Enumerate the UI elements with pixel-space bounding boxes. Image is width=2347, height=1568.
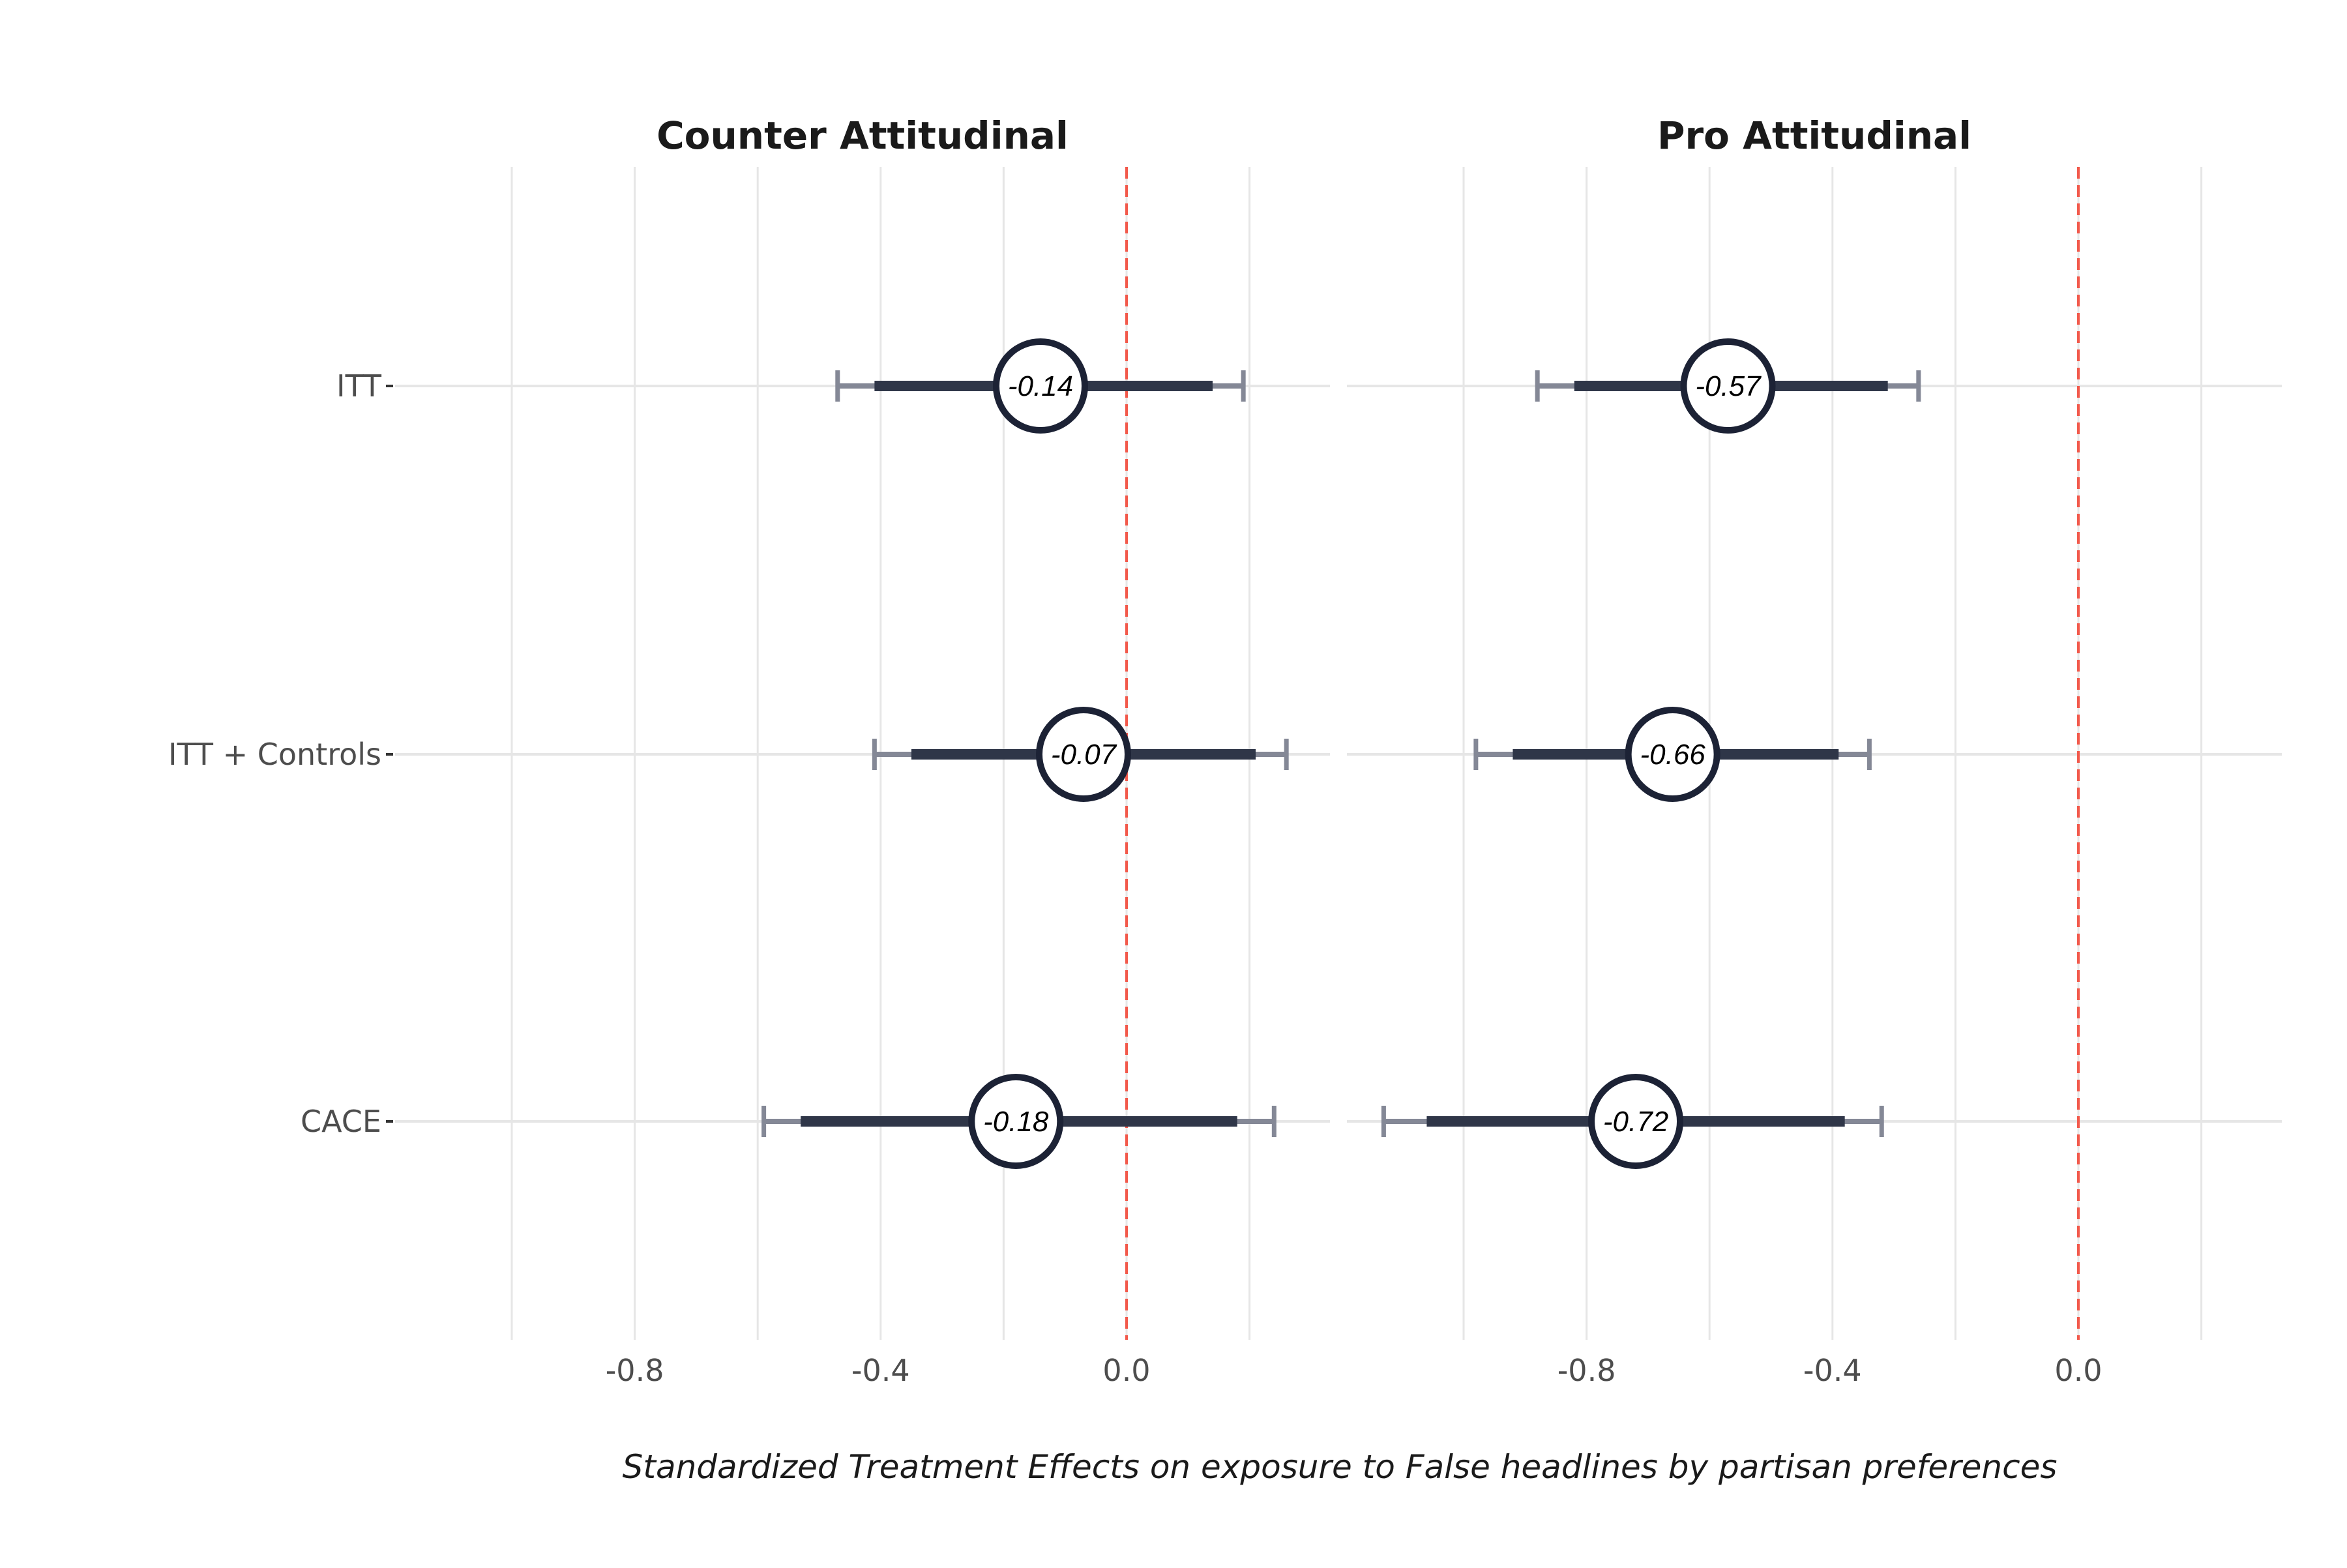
pro-attitudinal-itt-controls-estimate-point — [1625, 707, 1720, 802]
y-tick-label-itt-controls: ITT + Controls — [168, 737, 381, 772]
pro-attitudinal-panel-title: Pro Attitudinal — [1657, 113, 1971, 158]
pro-attitudinal-x-tick-label: -0.8 — [1557, 1353, 1616, 1388]
x-axis-label: Standardized Treatment Effects on exposu… — [623, 1448, 2058, 1486]
pro-attitudinal-x-tick-label: 0.0 — [2054, 1353, 2102, 1388]
y-tick-label-itt: ITT — [336, 368, 382, 404]
counter-attitudinal-itt-estimate-label: -0.14 — [1008, 370, 1073, 402]
pro-attitudinal-cace-estimate-point — [1588, 1074, 1684, 1169]
counter-attitudinal-x-tick-label: -0.8 — [606, 1353, 664, 1388]
grid-layer — [395, 167, 2282, 1340]
pro-attitudinal-cace-estimate-label: -0.72 — [1603, 1106, 1668, 1138]
counter-attitudinal-cace-estimate-label: -0.18 — [983, 1106, 1049, 1138]
counter-attitudinal-panel-title: Counter Attitudinal — [657, 113, 1069, 158]
pro-attitudinal-itt-controls-estimate-label: -0.66 — [1640, 739, 1705, 771]
y-tick-label-cace: CACE — [301, 1104, 381, 1139]
counter-attitudinal-cace-estimate-point — [968, 1074, 1064, 1169]
text-layer: Standardized Treatment Effects on exposu… — [168, 113, 2103, 1486]
counter-attitudinal-x-tick-label: -0.4 — [851, 1353, 910, 1388]
marks-layer — [761, 338, 1921, 1169]
pro-attitudinal-itt-estimate-label: -0.57 — [1695, 370, 1762, 402]
counter-attitudinal-itt-estimate-point — [992, 338, 1088, 434]
counter-attitudinal-x-tick-label: 0.0 — [1102, 1353, 1150, 1388]
counter-attitudinal-itt-controls-estimate-label: -0.07 — [1051, 739, 1117, 771]
counter-attitudinal-itt-controls-estimate-point — [1035, 707, 1131, 802]
pro-attitudinal-x-tick-label: -0.4 — [1803, 1353, 1862, 1388]
pro-attitudinal-itt-estimate-point — [1680, 338, 1776, 434]
